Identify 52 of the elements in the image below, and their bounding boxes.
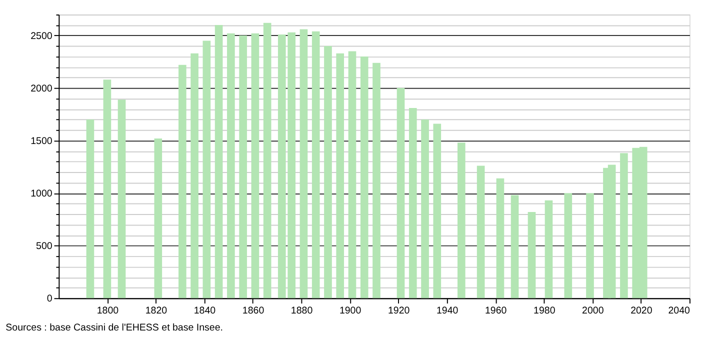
bar [360,56,368,298]
x-tick-label: 1920 [388,305,410,316]
bar [202,40,211,298]
bar [586,193,594,298]
bar [178,64,186,298]
bar [103,80,112,298]
x-tick-label: 1960 [484,305,508,316]
bar [372,62,380,298]
bar [118,100,126,298]
y-tick-label: 1000 [30,188,53,200]
x-tick-label: 1800 [96,305,120,316]
y-tick-label: 2500 [30,30,53,42]
x-tick-label: 1860 [242,305,265,316]
bar [263,22,272,298]
bar [510,195,519,298]
x-tick-label: 1880 [290,305,314,316]
y-tick-label: 2000 [30,83,53,94]
x-tick-label: 2040 [668,305,691,316]
bar [336,53,344,298]
bar [214,25,223,298]
bar [324,46,332,298]
bar [421,120,429,298]
bar [528,212,536,298]
bar [408,108,417,298]
bar [154,138,162,298]
bar [433,124,442,298]
x-tick-label: 1840 [194,305,216,316]
bar [348,51,356,298]
bar [227,33,235,298]
x-tick-label: 2020 [630,305,653,316]
x-tick-label: 2000 [582,305,604,316]
bar [396,88,405,298]
x-tick-label: 1940 [436,305,459,316]
bar [251,33,260,298]
bar [190,53,198,298]
x-tick-label: 1820 [145,305,168,316]
y-tick-label: 500 [36,241,53,252]
bar [458,142,466,298]
bar [476,166,485,298]
y-tick-label: 1500 [30,136,53,147]
bar [564,193,572,298]
bar [620,153,628,298]
x-tick-label: 1980 [534,305,556,316]
bar [496,178,504,298]
bar [86,120,94,298]
bar [312,31,320,298]
x-tick-label: 1900 [339,305,362,316]
y-tick-label: 0 [46,294,53,305]
bar [239,36,247,298]
source-note: Sources : base Cassini de l'EHESS et base Insee. [6,322,223,334]
bar [544,200,553,298]
bar [300,29,308,298]
